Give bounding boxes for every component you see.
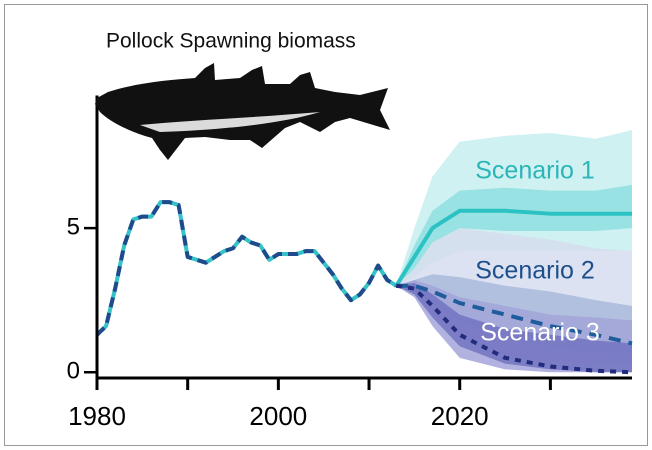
scenario-label: Scenario 1 [475, 157, 595, 185]
chart-title: Pollock Spawning biomass [106, 30, 356, 53]
x-tick-label: 1980 [68, 401, 126, 431]
chart: Scenario 1 Scenario 2 Scenario 3 0 5 1980 200… [0, 0, 652, 450]
y-tick-label: 5 [67, 213, 80, 240]
scenario-label: Scenario 2 [475, 257, 595, 285]
page: {"chart_data": { "type": "line", "title"… [0, 0, 652, 450]
y-tick-label: 0 [67, 358, 80, 385]
x-tick-label: 2020 [431, 401, 489, 431]
x-tick-label: 2000 [249, 401, 307, 431]
scenario-label: Scenario 3 [480, 319, 600, 347]
